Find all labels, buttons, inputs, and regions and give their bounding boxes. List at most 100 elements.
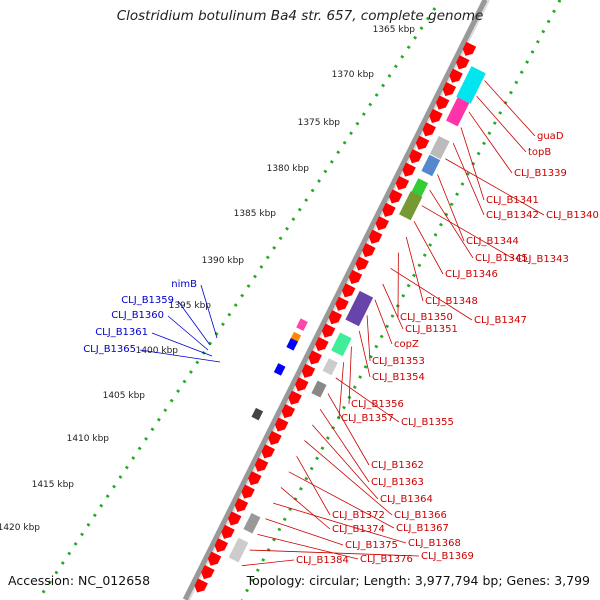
gene-label: CLJ_B1359 xyxy=(121,295,174,306)
gene-label: CLJ_B1365 xyxy=(83,344,136,355)
gene-label: CLJ_B1347 xyxy=(474,315,527,326)
cds-feature xyxy=(449,68,463,83)
gene-label: CLJ_B1344 xyxy=(466,236,519,247)
tick-label: 1380 kbp xyxy=(267,164,310,174)
tick-label: 1415 kbp xyxy=(32,480,75,490)
gene-label: copZ xyxy=(394,339,419,350)
leader-line xyxy=(327,393,370,466)
cds-feature xyxy=(234,497,249,513)
leader-line xyxy=(167,315,209,351)
cds-feature xyxy=(395,175,410,191)
gene-label: CLJ_B1340 xyxy=(546,210,599,221)
cds-feature xyxy=(342,283,356,298)
cds-feature xyxy=(201,565,215,580)
cds-feature xyxy=(207,551,222,566)
leader-line xyxy=(249,549,420,557)
gene-label: nimB xyxy=(171,279,197,290)
leader-line xyxy=(358,330,371,378)
leader-line xyxy=(288,471,395,529)
cds-feature xyxy=(194,578,208,593)
leader-line xyxy=(484,80,536,137)
gene-label: CLJ_B1368 xyxy=(408,538,461,549)
cds-feature xyxy=(411,178,429,198)
gene-label: CLJ_B1353 xyxy=(372,356,425,367)
cds-feature xyxy=(261,444,275,459)
gene-label: CLJ_B1366 xyxy=(394,510,447,521)
cds-feature xyxy=(456,66,486,104)
leader-line xyxy=(445,158,545,216)
gene-label: CLJ_B1341 xyxy=(486,195,539,206)
leader-line xyxy=(335,377,400,423)
leader-line xyxy=(241,559,295,567)
cds-feature xyxy=(348,269,363,284)
gene-label: CLJ_B1362 xyxy=(371,460,424,471)
leader-line xyxy=(319,408,370,483)
cds-feature xyxy=(248,471,262,486)
tick-label: 1400 kbp xyxy=(136,346,179,356)
leader-line xyxy=(280,487,331,530)
cds-feature xyxy=(328,310,343,325)
gene-label: CLJ_B1376 xyxy=(360,554,413,565)
leader-line xyxy=(382,283,404,330)
cds-feature xyxy=(331,332,352,357)
cds-feature xyxy=(301,363,316,378)
cds-feature xyxy=(345,290,374,327)
cds-feature xyxy=(421,154,441,177)
reverse-cds-feature xyxy=(273,363,286,376)
gene-label: CLJ_B1361 xyxy=(95,327,148,338)
cds-feature xyxy=(308,350,322,365)
cds-feature xyxy=(241,484,255,499)
leader-line xyxy=(273,502,407,544)
tick-label: 1410 kbp xyxy=(67,434,110,444)
cds-feature xyxy=(243,512,261,534)
gene-label: CLJ_B1351 xyxy=(405,324,458,335)
tick-label: 1385 kbp xyxy=(234,209,277,219)
cds-feature xyxy=(429,108,443,123)
gene-label: CLJ_B1375 xyxy=(345,540,398,551)
cds-feature xyxy=(456,55,470,70)
leader-line xyxy=(429,189,474,259)
cds-feature xyxy=(429,135,450,160)
gene-label: CLJ_B1374 xyxy=(332,524,385,535)
cds-feature xyxy=(362,243,376,258)
gene-label: CLJ_B1343 xyxy=(516,254,569,265)
gene-label: CLJ_B1342 xyxy=(486,210,539,221)
gene-label: CLJ_B1384 xyxy=(296,555,349,566)
cds-feature xyxy=(382,202,396,217)
accession-text: Accession: NC_012658 xyxy=(8,573,151,588)
leader-line xyxy=(338,362,345,419)
leader-line xyxy=(460,127,485,201)
leader-line xyxy=(296,455,331,516)
cds-feature xyxy=(322,358,338,376)
cds-feature xyxy=(268,430,282,445)
gene-label: CLJ_B1339 xyxy=(514,168,567,179)
leader-line xyxy=(374,299,393,345)
gene-label: CLJ_B1345 xyxy=(475,253,528,264)
gene-label: CLJ_B1369 xyxy=(421,551,474,562)
cds-feature xyxy=(422,122,436,137)
cds-feature xyxy=(315,336,329,352)
leader-line xyxy=(413,221,444,275)
cds-feature xyxy=(402,162,416,177)
cds-feature xyxy=(409,149,423,164)
leader-line xyxy=(452,142,485,216)
leader-line xyxy=(348,346,352,405)
tick-label: 1370 kbp xyxy=(332,70,375,80)
gene-label: CLJ_B1363 xyxy=(371,477,424,488)
tick-label: 1395 kbp xyxy=(169,301,212,311)
gene-label: topB xyxy=(528,147,551,158)
cds-feature xyxy=(462,41,477,56)
reverse-cds-feature xyxy=(296,318,308,331)
leader-line xyxy=(437,174,465,242)
leader-line xyxy=(421,205,515,260)
reverse-cds-feature xyxy=(251,407,264,421)
cds-feature xyxy=(254,457,269,472)
gene-label: CLJ_B1360 xyxy=(111,310,164,321)
cds-feature xyxy=(446,97,470,127)
leader-line xyxy=(200,284,218,339)
gene-label: CLJ_B1350 xyxy=(400,312,453,323)
gene-label: CLJ_B1364 xyxy=(380,494,433,505)
genome-title: Clostridium botulinum Ba4 str. 657, comp… xyxy=(116,8,484,24)
leader-line xyxy=(265,518,344,546)
